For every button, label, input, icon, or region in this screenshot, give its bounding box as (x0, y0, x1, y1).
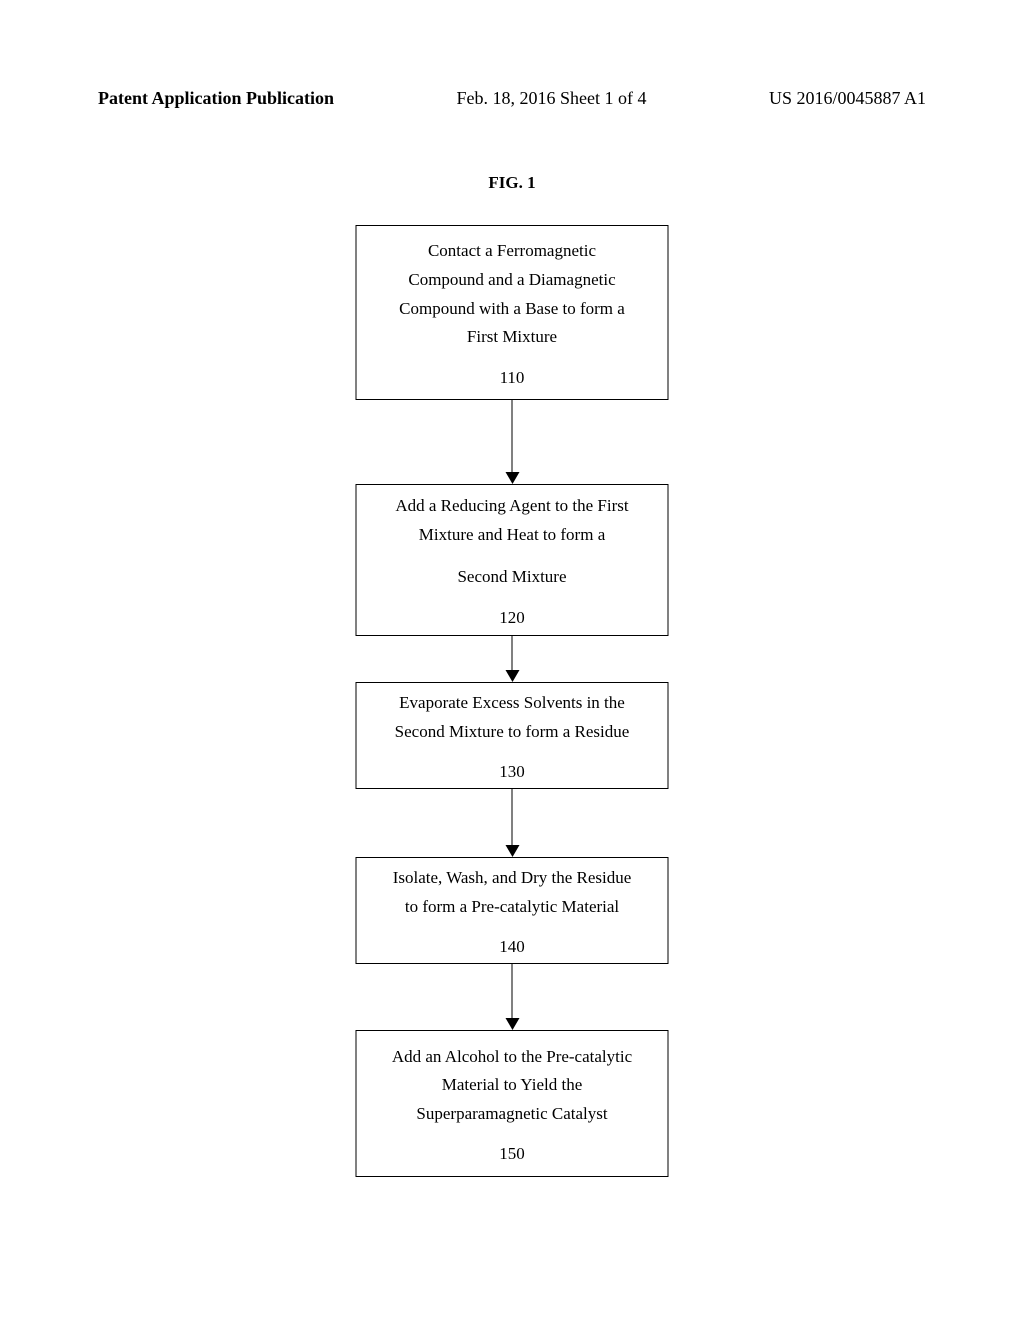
node-text-line: Compound and a Diamagnetic (408, 268, 615, 293)
node-number: 140 (499, 937, 525, 957)
flowchart-node-140: Isolate, Wash, and Dry the Residue to fo… (356, 857, 669, 964)
arrow-line (511, 400, 513, 472)
node-number: 150 (499, 1144, 525, 1164)
flowchart-node-130: Evaporate Excess Solvents in the Second … (356, 682, 669, 789)
node-text-line: Second Mixture to form a Residue (395, 720, 630, 745)
arrow-line (511, 964, 513, 1018)
flowchart-arrow (505, 789, 519, 857)
node-text-line: Isolate, Wash, and Dry the Residue (393, 866, 632, 891)
node-text-line: Superparamagnetic Catalyst (416, 1102, 607, 1127)
flowchart-node-150: Add an Alcohol to the Pre-catalytic Mate… (356, 1030, 669, 1177)
arrow-head-icon (505, 472, 519, 484)
page-header: Patent Application Publication Feb. 18, … (0, 88, 1024, 109)
flowchart-node-110: Contact a Ferromagnetic Compound and a D… (356, 225, 669, 400)
arrow-head-icon (505, 670, 519, 682)
arrow-head-icon (505, 845, 519, 857)
node-number: 130 (499, 762, 525, 782)
node-text-line: Evaporate Excess Solvents in the (399, 691, 625, 716)
node-text-line: to form a Pre-catalytic Material (405, 895, 619, 920)
node-text-line: Contact a Ferromagnetic (428, 239, 596, 264)
arrow-head-icon (505, 1018, 519, 1030)
node-text-line: Second Mixture (457, 565, 566, 590)
flowchart-node-120: Add a Reducing Agent to the First Mixtur… (356, 484, 669, 636)
node-number: 110 (500, 368, 525, 388)
node-text-line: Add a Reducing Agent to the First (395, 494, 628, 519)
arrow-line (511, 789, 513, 845)
header-center: Feb. 18, 2016 Sheet 1 of 4 (457, 88, 647, 109)
arrow-line (511, 636, 513, 670)
header-left: Patent Application Publication (98, 88, 334, 109)
flowchart-arrow (505, 400, 519, 484)
node-text-line: Material to Yield the (442, 1073, 583, 1098)
node-number: 120 (499, 608, 525, 628)
header-right: US 2016/0045887 A1 (769, 88, 926, 109)
node-text-line: Mixture and Heat to form a (419, 523, 605, 548)
figure-title: FIG. 1 (0, 173, 1024, 193)
flowchart-arrow (505, 964, 519, 1030)
flowchart-container: Contact a Ferromagnetic Compound and a D… (356, 225, 669, 1177)
node-text-line: Compound with a Base to form a (399, 297, 625, 322)
node-text-line: Add an Alcohol to the Pre-catalytic (392, 1045, 632, 1070)
flowchart-arrow (505, 636, 519, 682)
node-text-line: First Mixture (467, 325, 557, 350)
